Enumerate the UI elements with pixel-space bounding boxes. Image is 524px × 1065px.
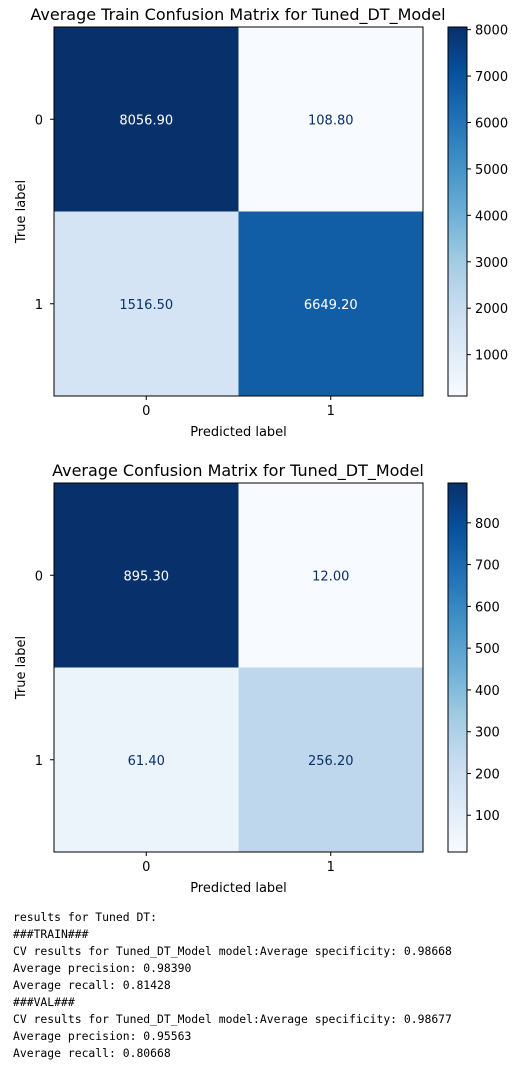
colorbar-tick-label: 8000	[475, 24, 508, 39]
colorbar-tick-label: 2000	[475, 302, 508, 317]
colorbar	[447, 26, 468, 397]
colorbar-tick-label: 4000	[475, 209, 508, 224]
y-tick-label: 1	[35, 298, 43, 313]
cell-value-label: 6649.20	[304, 298, 358, 313]
colorbar-tick-label: 100	[475, 809, 500, 824]
x-tick-label: 1	[327, 404, 335, 419]
x-tick-label: 0	[142, 860, 150, 875]
axes-frame	[53, 26, 424, 397]
axes-frame	[53, 482, 424, 853]
cell-value-label: 61.40	[128, 754, 165, 769]
y-tick-label: 0	[35, 113, 43, 128]
colorbar-tick-label: 7000	[475, 70, 508, 85]
colorbar-tick-label: 300	[475, 726, 500, 741]
y-tick-label: 1	[35, 754, 43, 769]
cell-value-label: 256.20	[308, 754, 354, 769]
colorbar-tick-label: 400	[475, 684, 500, 699]
matrix-cell	[238, 211, 423, 396]
colorbar-tick-label: 600	[475, 600, 500, 615]
x-tick-label: 0	[142, 404, 150, 419]
matrix-cell	[54, 483, 239, 668]
colorbar-tick-label: 1000	[475, 349, 508, 364]
matrix-cell	[238, 483, 423, 668]
cell-value-label: 108.80	[308, 113, 354, 128]
x-axis-label: Predicted label	[190, 881, 287, 896]
x-axis-label: Predicted label	[190, 425, 287, 440]
matrix-cell	[238, 667, 423, 852]
colorbar-tick-label: 800	[475, 517, 500, 532]
matrix-cell	[54, 211, 239, 396]
colorbar-tick-label: 500	[475, 642, 500, 657]
colorbar-tick-label: 200	[475, 767, 500, 782]
cell-value-label: 12.00	[312, 569, 349, 584]
cell-value-label: 895.30	[124, 569, 170, 584]
y-axis-label: True label	[14, 636, 29, 700]
colorbar-tick-label: 6000	[475, 116, 508, 131]
chart-title: Average Confusion Matrix for Tuned_DT_Mo…	[52, 461, 424, 481]
matrix-cell	[238, 27, 423, 212]
confusion-matrix-panel-1: Average Train Confusion Matrix for Tuned…	[14, 5, 508, 440]
y-tick-label: 0	[35, 569, 43, 584]
cell-value-label: 1516.50	[119, 298, 173, 313]
cell-value-label: 8056.90	[119, 113, 173, 128]
colorbar	[447, 482, 468, 853]
matrix-cell	[54, 667, 239, 852]
x-tick-label: 1	[327, 860, 335, 875]
colorbar-tick-label: 3000	[475, 256, 508, 271]
confusion-matrix-figure: Average Train Confusion Matrix for Tuned…	[14, 5, 508, 896]
colorbar-tick-label: 700	[475, 559, 500, 574]
y-axis-label: True label	[14, 180, 29, 244]
matrix-cell	[54, 27, 239, 212]
colorbar-tick-label: 5000	[475, 163, 508, 178]
console-output: results for Tuned DT: ###TRAIN### CV res…	[13, 910, 452, 1060]
confusion-matrix-panel-2: Average Confusion Matrix for Tuned_DT_Mo…	[14, 461, 500, 896]
chart-title: Average Train Confusion Matrix for Tuned…	[30, 5, 445, 25]
